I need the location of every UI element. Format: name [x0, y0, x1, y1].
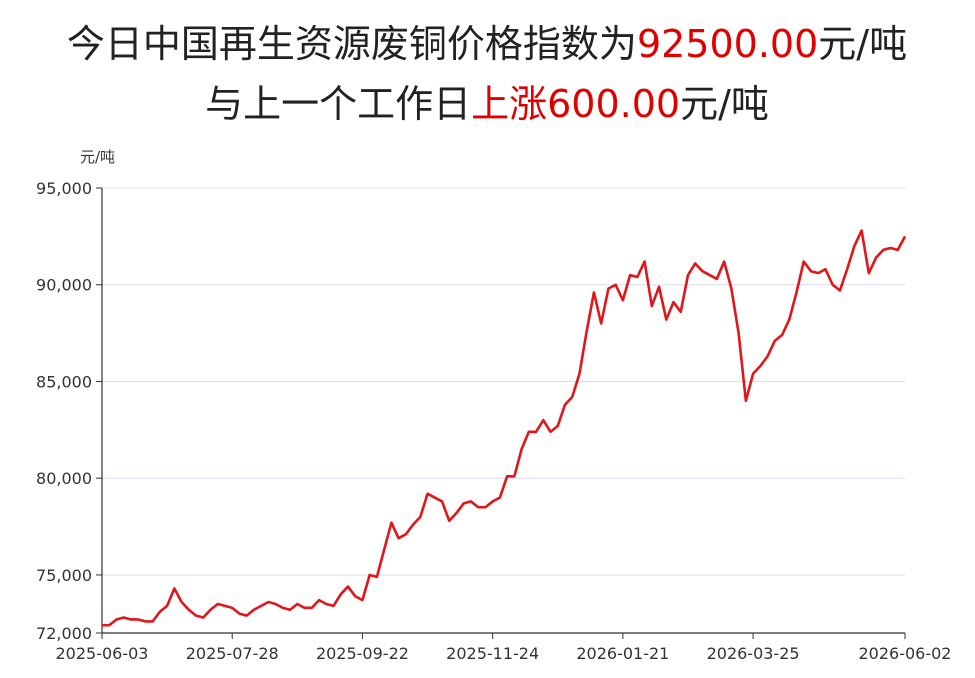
title-segment: 与上一个工作日 — [205, 82, 471, 126]
title-segment: 元/吨 — [680, 82, 769, 126]
title-segment: 600.00 — [547, 82, 680, 126]
chart-title-line: 与上一个工作日上涨600.00元/吨 — [205, 82, 769, 126]
x-tick-label: 2025-11-24 — [446, 644, 539, 663]
chart-title-line: 今日中国再生资源废铜价格指数为92500.00元/吨 — [67, 22, 907, 66]
x-tick-label: 2025-07-28 — [186, 644, 279, 663]
y-tick-label: 72,000 — [36, 624, 92, 643]
line-series — [102, 229, 907, 627]
x-tick-label: 2026-06-02 — [859, 644, 952, 663]
x-tick-label: 2025-06-03 — [56, 644, 149, 663]
title-segment: 上涨 — [471, 82, 547, 126]
x-tick-label: 2025-09-22 — [316, 644, 409, 663]
y-axis-label: 元/吨 — [80, 148, 115, 166]
title-segment: 元/吨 — [818, 22, 907, 66]
y-tick-label: 85,000 — [36, 372, 92, 391]
x-tick-label: 2026-01-21 — [576, 644, 669, 663]
y-tick-label: 80,000 — [36, 469, 92, 488]
title-segment: 92500.00 — [637, 22, 818, 66]
y-tick-label: 90,000 — [36, 276, 92, 295]
x-tick-label: 2026-03-25 — [707, 644, 800, 663]
y-tick-label: 95,000 — [36, 179, 92, 198]
title-segment: 今日中国再生资源废铜价格指数为 — [67, 22, 637, 66]
y-tick-label: 75,000 — [36, 566, 92, 585]
